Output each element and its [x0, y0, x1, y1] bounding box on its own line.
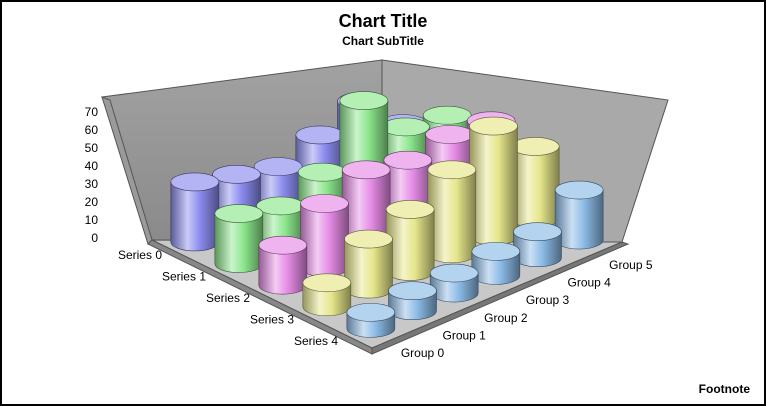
bar-top: [295, 125, 345, 145]
bar-top: [212, 165, 261, 184]
bar-series-3-group-0: [302, 273, 352, 317]
wall-edge-left: [101, 96, 153, 245]
y-tick-label: 40: [85, 159, 99, 173]
bar-top: [388, 281, 437, 301]
bar-series-3-group-5: [510, 137, 560, 228]
y-tick-label: 30: [85, 177, 99, 191]
bar-series-4-group-2: [429, 263, 479, 303]
bar-top: [513, 222, 562, 241]
chart-title: Chart Title: [338, 11, 428, 31]
bar-top: [302, 273, 352, 293]
series-axis-label: Series 0: [118, 248, 162, 262]
bar-top: [253, 157, 303, 176]
bar-series-2-group-1: [300, 194, 349, 277]
bar-body: [385, 209, 435, 281]
y-axis: 0 10 20 30 40 50 60 70: [85, 105, 99, 245]
bar-top: [469, 116, 518, 136]
bar-top: [346, 303, 396, 322]
bar-top: [341, 160, 391, 180]
bar-series-4-group-0: [346, 303, 396, 338]
bar-series-3-group-2: [385, 200, 435, 281]
bar-body: [170, 181, 220, 252]
bar-top: [385, 200, 435, 219]
group-axis-label: Group 3: [526, 293, 570, 307]
bar-top: [300, 194, 349, 213]
y-tick-label: 60: [85, 123, 99, 137]
chart-subtitle: Chart SubTitle: [342, 34, 424, 48]
group-axis-label: Group 4: [568, 276, 612, 290]
series-axis-label: Series 1: [162, 269, 206, 283]
bar-series-4-group-3: [471, 242, 521, 285]
bar-series-2-group-0: [258, 235, 308, 295]
y-tick-label: 10: [85, 213, 99, 227]
bar-series-4-group-1: [388, 281, 437, 320]
bar-body: [469, 125, 518, 246]
bar-top: [214, 204, 264, 223]
bar-top: [381, 117, 430, 137]
y-tick-label: 0: [91, 231, 98, 245]
bar-series-1-group-0: [214, 204, 264, 273]
group-axis-label: Group 2: [484, 311, 528, 325]
bar-top: [554, 180, 604, 200]
bar-series-0-group-0: [170, 172, 220, 252]
series-axis-label: Series 3: [250, 313, 294, 327]
bar-top: [422, 105, 472, 125]
bar-top: [383, 150, 433, 170]
bar-top: [258, 235, 308, 255]
y-tick-label: 20: [85, 195, 99, 209]
y-tick-label: 70: [85, 105, 99, 119]
series-axis-label: Series 4: [294, 334, 338, 348]
group-axis: Group 0 Group 1 Group 2 Group 3 Group 4 Group…: [401, 258, 653, 360]
bar-top: [297, 162, 347, 182]
bar-series-4-group-4: [513, 222, 562, 267]
bar-top: [344, 229, 393, 249]
series-axis-label: Series 2: [206, 291, 250, 305]
bar-top: [170, 172, 220, 192]
bar-top: [471, 242, 521, 261]
bar-series-4-group-5: [554, 180, 604, 250]
bar-series-3-group-3: [427, 160, 477, 264]
group-axis-label: Group 0: [401, 346, 445, 360]
group-axis-label: Group 1: [443, 329, 487, 343]
bar-top: [510, 137, 560, 156]
bar-top: [429, 263, 479, 283]
chart-footnote: Footnote: [698, 382, 750, 396]
bar-top: [339, 91, 389, 110]
y-tick-label: 50: [85, 141, 99, 155]
bar-top: [256, 196, 305, 216]
group-axis-label: Group 5: [609, 258, 653, 272]
bar-top: [427, 160, 477, 180]
bar-body: [300, 203, 349, 277]
bar-series-3-group-1: [344, 229, 393, 299]
bar-body: [510, 146, 560, 228]
bar-series-3-group-4: [469, 116, 518, 246]
floor-edge-right: [371, 241, 630, 355]
bar-top: [425, 125, 474, 144]
bars-layer: [170, 91, 604, 338]
bar-body: [427, 169, 477, 264]
